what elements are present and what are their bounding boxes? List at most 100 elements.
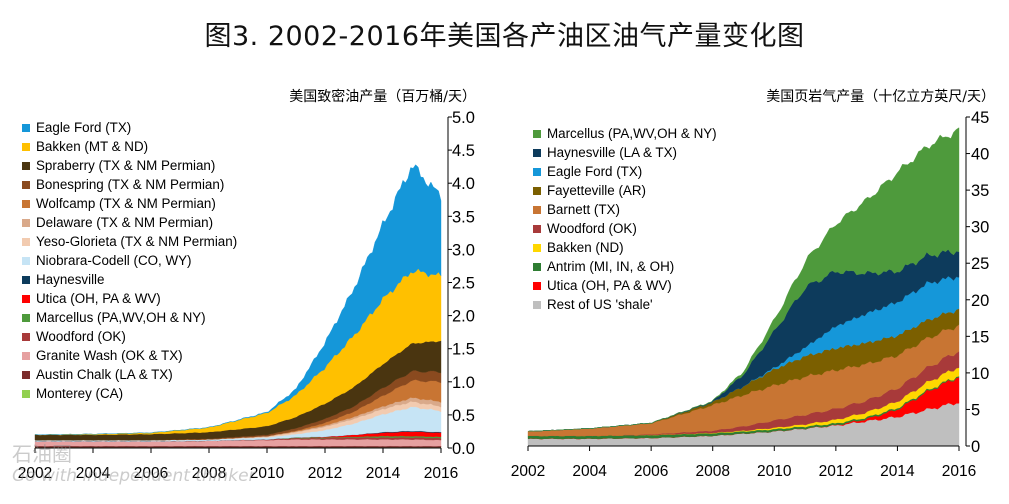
legend-item: Marcellus (PA,WV,OH & NY) xyxy=(22,308,237,327)
legend-swatch xyxy=(22,370,30,379)
y-tick-label: 40 xyxy=(971,146,989,164)
legend-label: Woodford (OK) xyxy=(547,221,637,236)
legend-swatch xyxy=(533,129,541,138)
shale-gas-legend: Marcellus (PA,WV,OH & NY) Haynesville (LA… xyxy=(533,124,717,314)
y-tick-label: 0.0 xyxy=(452,440,475,458)
legend-label: Eagle Ford (TX) xyxy=(547,164,643,179)
shale-gas-chart: 美国页岩气产量（十亿立方英尺/天）2002 2004 2006 2008 2010 201… xyxy=(511,88,995,480)
legend-label: Monterey (CA) xyxy=(36,386,124,401)
legend-label: Austin Chalk (LA & TX) xyxy=(36,367,173,382)
legend-item: Yeso-Glorieta (TX & NM Permian) xyxy=(22,232,237,251)
legend-swatch xyxy=(22,142,30,151)
legend-item: Woodford (OK) xyxy=(22,327,237,346)
legend-swatch xyxy=(533,281,541,290)
legend-item: Marcellus (PA,WV,OH & NY) xyxy=(533,124,717,143)
legend-item: Monterey (CA) xyxy=(22,384,237,403)
legend-swatch xyxy=(22,294,30,303)
y-tick-label: 4.0 xyxy=(452,175,475,193)
x-tick-label: 2004 xyxy=(76,465,111,482)
legend-swatch xyxy=(22,123,30,132)
legend-label: Bakken (MT & ND) xyxy=(36,139,149,154)
legend-label: Utica (OH, PA & WV) xyxy=(547,278,672,293)
legend-item: Bonespring (TX & NM Permian) xyxy=(22,175,237,194)
figure-title: 图3. 2002-2016年美国各产油区油气产量变化图 xyxy=(204,21,805,52)
legend-swatch xyxy=(22,180,30,189)
tight-oil-chart: 美国致密油产量（百万桶/天） 2002 2004 2006 2008 2010 2012 20… xyxy=(18,88,476,482)
legend-label: Haynesville xyxy=(36,272,105,287)
legend-label: Rest of US 'shale' xyxy=(547,297,653,312)
legend-swatch xyxy=(533,167,541,176)
x-tick-label: 2008 xyxy=(192,465,226,482)
chart-title: 美国致密油产量（百万桶/天） xyxy=(289,88,476,105)
x-tick-label: 2014 xyxy=(880,463,915,480)
legend-item: Delaware (TX & NM Permian) xyxy=(22,213,237,232)
legend-item: Utica (OH, PA & WV) xyxy=(22,289,237,308)
y-tick-label: 20 xyxy=(971,292,989,310)
x-tick-label: 2012 xyxy=(819,463,853,480)
x-tick-label: 2010 xyxy=(250,465,285,482)
legend-item: Bakken (MT & ND) xyxy=(22,137,237,156)
legend-label: Niobrara-Codell (CO, WY) xyxy=(36,253,192,268)
x-tick-label: 2002 xyxy=(18,465,52,482)
y-tick-label: 4.5 xyxy=(452,142,475,160)
legend-swatch xyxy=(533,205,541,214)
legend-swatch xyxy=(22,218,30,227)
x-tick-label: 2016 xyxy=(424,465,458,482)
legend-label: Wolfcamp (TX & NM Permian) xyxy=(36,196,216,211)
legend-label: Yeso-Glorieta (TX & NM Permian) xyxy=(36,234,238,249)
y-tick-label: 2.5 xyxy=(452,275,475,293)
legend-label: Utica (OH, PA & WV) xyxy=(36,291,161,306)
legend-swatch xyxy=(533,148,541,157)
legend-item: Granite Wash (OK & TX) xyxy=(22,346,237,365)
x-tick-label: 2010 xyxy=(757,463,792,480)
legend-label: Eagle Ford (TX) xyxy=(36,120,132,135)
legend-label: Bonespring (TX & NM Permian) xyxy=(36,177,225,192)
x-tick-label: 2012 xyxy=(308,465,342,482)
legend-swatch xyxy=(22,275,30,284)
y-tick-label: 5.0 xyxy=(452,109,475,127)
legend-label: Woodford (OK) xyxy=(36,329,126,344)
x-tick-label: 2008 xyxy=(695,463,729,480)
legend-swatch xyxy=(533,262,541,271)
y-tick-label: 15 xyxy=(971,328,989,346)
y-tick-label: 35 xyxy=(971,182,989,200)
legend-swatch xyxy=(22,237,30,246)
legend-item: Barnett (TX) xyxy=(533,200,717,219)
legend-label: Marcellus (PA,WV,OH & NY) xyxy=(547,126,717,141)
legend-label: Granite Wash (OK & TX) xyxy=(36,348,183,363)
legend-item: Spraberry (TX & NM Permian) xyxy=(22,156,237,175)
legend-label: Barnett (TX) xyxy=(547,202,620,217)
legend-label: Antrim (MI, IN, & OH) xyxy=(547,259,675,274)
legend-swatch xyxy=(22,351,30,360)
x-tick-label: 2006 xyxy=(634,463,668,480)
tight-oil-legend: Eagle Ford (TX) Bakken (MT & ND) Spraberry… xyxy=(22,118,237,403)
legend-item: Haynesville xyxy=(22,270,237,289)
legend-item: Eagle Ford (TX) xyxy=(22,118,237,137)
legend-swatch xyxy=(533,243,541,252)
legend-label: Spraberry (TX & NM Permian) xyxy=(36,158,216,173)
legend-label: Haynesville (LA & TX) xyxy=(547,145,677,160)
legend-item: Eagle Ford (TX) xyxy=(533,162,717,181)
legend-swatch xyxy=(22,313,30,322)
legend-swatch xyxy=(22,199,30,208)
legend-item: Rest of US 'shale' xyxy=(533,295,717,314)
y-tick-label: 10 xyxy=(971,365,989,383)
y-tick-label: 45 xyxy=(971,109,989,127)
y-tick-label: 0 xyxy=(971,438,980,456)
legend-label: Delaware (TX & NM Permian) xyxy=(36,215,214,230)
legend-swatch xyxy=(22,256,30,265)
y-tick-label: 25 xyxy=(971,255,989,273)
x-tick-label: 2006 xyxy=(134,465,168,482)
y-tick-label: 5 xyxy=(971,401,980,419)
legend-label: Fayetteville (AR) xyxy=(547,183,646,198)
chart-title: 美国页岩气产量（十亿立方英尺/天） xyxy=(766,88,995,105)
y-tick-label: 2.0 xyxy=(452,308,475,326)
x-tick-label: 2014 xyxy=(366,465,401,482)
legend-swatch xyxy=(533,186,541,195)
legend-item: Antrim (MI, IN, & OH) xyxy=(533,257,717,276)
legend-swatch xyxy=(22,389,30,398)
y-tick-label: 3.5 xyxy=(452,208,475,226)
legend-label: Marcellus (PA,WV,OH & NY) xyxy=(36,310,206,325)
legend-label: Bakken (ND) xyxy=(547,240,624,255)
x-tick-label: 2004 xyxy=(572,463,607,480)
